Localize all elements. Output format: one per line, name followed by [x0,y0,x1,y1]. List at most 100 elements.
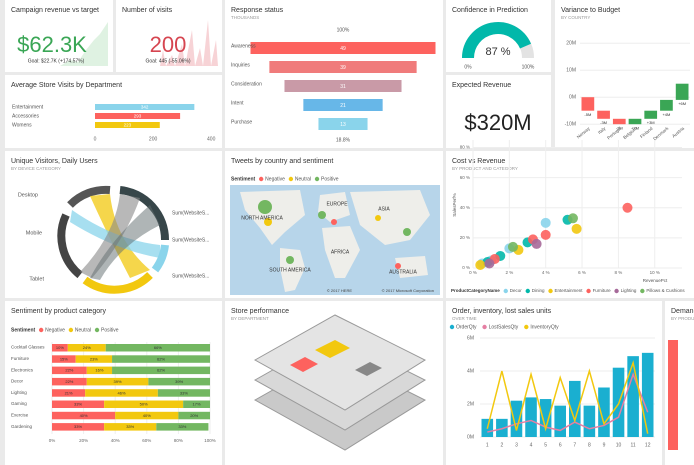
legend-swatch [586,288,591,294]
y-tick-label: 10M [566,68,576,74]
stacked-bar [178,411,210,420]
legend-label: Positive [321,176,339,182]
tile-subtitle: BY PRODUCT [671,316,694,321]
x-tick-label: 1 [486,442,489,448]
tile-title: Expected Revenue [452,82,511,89]
map-region: EUROPE [326,201,348,207]
bar [627,356,639,437]
data-label: +2M [631,125,639,130]
stacked-bar [115,411,179,420]
x-tick-label: 10 [616,442,622,448]
stacked-bar [52,366,87,375]
data-label: +6M [678,101,686,106]
legend-label: Entertainment [555,288,584,293]
scatter-point [507,241,518,252]
tile-title: Confidence in Prediction [452,7,528,14]
legend-label: Furniture [593,288,612,293]
y-tick-label: 2M [467,401,474,407]
x-tick-label: 11 [631,442,636,448]
funnel-category: Intent [231,100,244,106]
data-label: 33% [178,424,186,429]
x-tick-label: 12 [645,442,651,448]
data-label: 23% [90,356,98,361]
map [230,185,440,295]
legend-swatch [288,176,294,182]
category-label: Exercise [11,412,29,417]
legend-swatch [503,288,508,294]
data-label: 46% [118,390,126,395]
x-tick-label: 8 % [615,270,623,275]
sparkline [60,22,108,66]
stacked-bar [104,400,184,408]
legend-label: Lighting [621,288,637,293]
x-tick-label: 200 [149,136,158,142]
x-tick-label: 6 % [578,270,586,275]
legend-label: OrderQty [456,324,477,330]
x-tick-label: Italy [597,125,607,135]
category-label: Gaming [11,401,27,406]
x-tick-label: 8 [588,442,591,448]
stacked-bar [85,389,158,397]
tile-title: Average Store Visits by Department [11,82,122,89]
data-label: 50% [140,402,148,407]
legend-label: Negative [265,176,285,182]
stacked-bar [52,411,116,420]
legend-title: Sentiment [11,327,36,333]
funnel-bar [269,61,417,73]
x-tick-label: 0 % [469,270,477,275]
tile[interactable] [446,151,694,298]
map-region: ASIA [378,206,390,212]
legend-label: Negative [45,327,65,333]
tile[interactable] [5,75,222,148]
funnel-bar [250,42,436,54]
bar [510,400,523,437]
legend-label: Neutral [295,176,311,182]
stacked-bar [52,423,105,431]
data-label: 24% [83,345,91,350]
sparkline [160,20,218,66]
tile-title: Unique Visitors, Daily Users [11,158,98,165]
category-label: Electronics [11,367,34,372]
y-tick-label: 4M [467,368,474,374]
stacked-bar [86,366,113,375]
chord-label: Sum(WebsiteS... [172,273,209,279]
data-label: 40% [80,413,88,418]
x-tick-label: 4 % [542,270,550,275]
kpi-value: 200 [150,32,187,57]
data-label: 33% [126,424,134,429]
data-label: 22% [65,368,73,373]
funnel-category: Purchase [231,119,252,125]
stacked-bar [112,366,210,375]
category-label: Lighting [11,390,27,395]
x-tick-label: 2 [500,442,503,448]
bar [598,387,610,437]
kpi-value: $320M [464,110,531,135]
stacked-bar [52,377,87,386]
category-label: Cocktail Glasses [11,345,45,350]
funnel-bar [318,118,368,130]
tile[interactable] [446,75,551,148]
legend-label: Neutral [75,327,91,333]
legend-label: Dining [532,288,545,293]
funnel-value: 49 [340,46,346,52]
data-label: +3M [647,120,655,125]
y-tick-label: 20M [566,41,576,47]
y-tick-label: -10M [565,122,576,128]
stacked-bar [75,355,113,363]
chord-label: Mobile [26,230,42,236]
tile-title: Store performance [231,308,289,315]
data-label: 21% [65,390,73,395]
funnel-bar [303,99,383,111]
y-tick-label: 40 % [460,205,470,210]
tile-title: Order, inventory, lost sales units [452,308,552,315]
tile[interactable] [446,0,551,72]
category-label: Womens [12,123,32,129]
stacked-bar [148,377,210,386]
kpi-value: $62.3K [17,32,87,57]
tile-subtitle: BY COUNTRY [561,15,590,20]
x-tick-label: 9 [603,442,606,448]
x-tick-label: 400 [207,136,216,142]
bar [583,405,596,437]
floor-plan [253,314,427,451]
bar [539,399,552,437]
